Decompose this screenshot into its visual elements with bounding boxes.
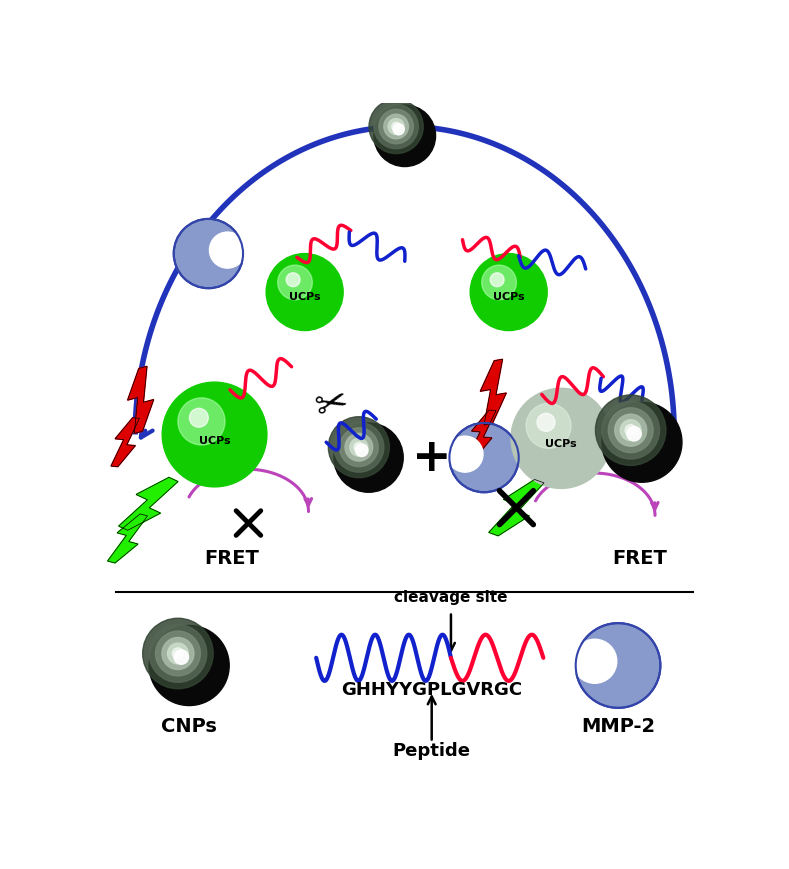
Text: UCPs: UCPs — [493, 292, 525, 302]
Circle shape — [354, 443, 364, 453]
Circle shape — [163, 382, 267, 488]
Polygon shape — [118, 478, 178, 531]
Circle shape — [596, 395, 666, 466]
Circle shape — [149, 625, 207, 682]
Polygon shape — [488, 480, 544, 536]
Circle shape — [334, 423, 383, 473]
Text: Peptide: Peptide — [393, 741, 471, 760]
Circle shape — [511, 388, 611, 489]
Circle shape — [537, 414, 555, 432]
Circle shape — [350, 439, 368, 457]
Text: ✂: ✂ — [311, 381, 352, 427]
Circle shape — [339, 428, 378, 467]
Circle shape — [209, 233, 245, 269]
Circle shape — [490, 274, 504, 288]
Text: MMP-2: MMP-2 — [581, 716, 655, 735]
Circle shape — [178, 398, 225, 446]
Circle shape — [608, 408, 653, 453]
Circle shape — [172, 648, 184, 660]
Circle shape — [189, 408, 208, 428]
Circle shape — [447, 436, 483, 473]
Circle shape — [602, 401, 660, 460]
Circle shape — [143, 619, 213, 689]
Circle shape — [526, 404, 571, 449]
Circle shape — [615, 415, 647, 447]
Circle shape — [602, 402, 682, 482]
Text: UCPs: UCPs — [199, 435, 230, 445]
Circle shape — [149, 626, 229, 706]
Circle shape — [174, 650, 189, 665]
Text: FRET: FRET — [612, 548, 667, 567]
Circle shape — [393, 124, 404, 136]
Circle shape — [576, 623, 660, 708]
Circle shape — [174, 220, 243, 289]
Circle shape — [379, 110, 413, 144]
Polygon shape — [481, 360, 507, 426]
Text: +: + — [412, 435, 451, 481]
Circle shape — [392, 123, 401, 132]
Polygon shape — [111, 418, 140, 468]
Circle shape — [286, 274, 300, 288]
Circle shape — [388, 119, 404, 136]
Circle shape — [374, 105, 418, 149]
Circle shape — [383, 115, 409, 140]
Circle shape — [345, 434, 372, 461]
Polygon shape — [468, 410, 496, 460]
Circle shape — [155, 632, 200, 676]
Circle shape — [626, 427, 641, 441]
Circle shape — [374, 106, 436, 168]
Circle shape — [482, 266, 516, 301]
Circle shape — [470, 255, 548, 331]
Circle shape — [625, 425, 636, 436]
Polygon shape — [128, 367, 154, 434]
Circle shape — [620, 421, 641, 441]
Circle shape — [328, 417, 389, 478]
Text: cleavage site: cleavage site — [394, 589, 507, 604]
Text: FRET: FRET — [204, 548, 259, 567]
Circle shape — [356, 445, 368, 457]
Circle shape — [167, 643, 189, 664]
Circle shape — [369, 100, 423, 155]
Circle shape — [278, 266, 312, 301]
Circle shape — [266, 255, 343, 331]
Circle shape — [162, 638, 194, 670]
Text: GHHYYGPLGVRGC: GHHYYGPLGVRGC — [341, 680, 522, 698]
Polygon shape — [107, 514, 148, 563]
Text: UCPs: UCPs — [545, 439, 577, 448]
Circle shape — [450, 423, 518, 493]
Circle shape — [334, 423, 403, 493]
Text: UCPs: UCPs — [289, 292, 320, 302]
Circle shape — [573, 640, 617, 684]
Text: CNPs: CNPs — [161, 716, 217, 735]
